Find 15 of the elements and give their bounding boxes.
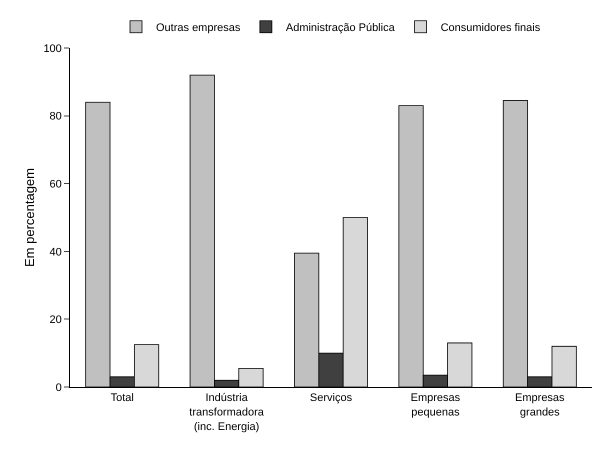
x-tick-label: Empresas pequenas [410,392,461,418]
y-tick-label: 100 [43,42,62,55]
y-tick-label: 60 [50,178,62,190]
x-tick-label: Total [110,392,134,404]
y-tick-label: 40 [50,246,62,258]
legend-label: Consumidores finais [440,22,541,34]
y-axis-title: Em percentagem [22,168,37,267]
legend-label: Outras empresas [156,22,241,34]
y-tick-label: 80 [50,110,62,123]
x-tick-label: Indústria transformadora (inc. Energia) [189,392,265,433]
x-tick-label: Empresas grandes [515,392,566,418]
y-tick-label: 20 [50,314,62,326]
y-tick-label: 0 [56,382,62,394]
x-tick-label: Serviços [310,392,353,404]
legend-label: Administração Pública [286,22,396,34]
